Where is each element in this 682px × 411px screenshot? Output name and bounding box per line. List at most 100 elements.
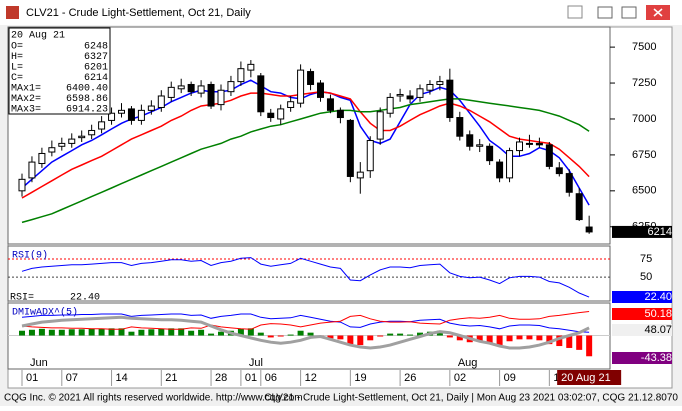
candle-body (227, 81, 235, 93)
close-icon (653, 8, 663, 17)
status-right: CLV21 - Crude Light-Settlement, Oct 21, … (264, 393, 678, 404)
histogram-bar (377, 335, 384, 337)
candle-body (157, 95, 165, 108)
candle-body (167, 86, 175, 98)
candle-body (108, 112, 116, 121)
rsi-pane (7, 245, 611, 302)
info-value: 6214 (84, 73, 108, 84)
candle-body (436, 81, 444, 85)
candle-body (58, 142, 66, 147)
status-left: CQG Inc. © 2021 All rights reserved worl… (4, 393, 303, 404)
histogram-bar (138, 329, 145, 336)
candle-body (466, 134, 474, 147)
histogram-bar (218, 331, 224, 336)
histogram-bar (496, 335, 503, 346)
candle-body (426, 83, 434, 91)
candle-body (297, 69, 305, 104)
tool-button[interactable] (567, 5, 583, 19)
candle-body (535, 142, 543, 146)
histogram-bar (367, 335, 374, 341)
candle-body (545, 144, 553, 167)
candle-body (585, 226, 593, 233)
di-line (21, 313, 590, 333)
candle-body (207, 83, 215, 107)
y-tick-label: 75 (640, 253, 652, 265)
minimize-button[interactable] (597, 6, 613, 19)
moving-average-line (21, 79, 590, 206)
app-icon (6, 6, 19, 19)
candle-body (336, 109, 344, 119)
last-price-box (612, 225, 672, 238)
histogram-bar (148, 329, 155, 336)
histogram-bar (576, 335, 583, 350)
candle-body (78, 135, 86, 139)
window-title: CLV21 - Crude Light-Settlement, Oct 21, … (26, 7, 251, 19)
histogram-bar (486, 335, 493, 344)
histogram-bar (68, 329, 75, 336)
maximize-button[interactable] (621, 6, 637, 19)
candle-body (565, 173, 573, 193)
candle-body (326, 98, 334, 111)
histogram-bar (397, 333, 404, 336)
x-tick-label: 26 (404, 372, 416, 384)
moving-average-line (21, 90, 590, 199)
info-label: C= (11, 73, 23, 84)
candle-body (48, 147, 56, 153)
histogram-bar (566, 335, 573, 348)
candle-body (506, 150, 514, 179)
x-tick-label: 06 (265, 372, 277, 384)
histogram-bar (536, 335, 543, 341)
x-tick-label: 28 (215, 372, 227, 384)
price-pane (7, 26, 611, 245)
histogram-bar (19, 330, 25, 336)
y-tick-label: 6750 (632, 149, 656, 161)
readout-value: 22.40 (70, 293, 100, 304)
candle-body (555, 167, 563, 175)
x-tick-label: 01 (245, 372, 257, 384)
histogram-bar (516, 335, 523, 340)
candle-body (366, 140, 374, 172)
info-label: L= (11, 63, 23, 74)
histogram-bar (58, 329, 65, 336)
pane-title: DMIwADX^(5) (12, 307, 78, 319)
x-tick-label: 02 (454, 372, 466, 384)
x-tick-label: 14 (116, 372, 128, 384)
histogram-bar (357, 335, 364, 346)
histogram-bar (417, 332, 423, 336)
info-value: 6201 (84, 63, 108, 74)
histogram-bar (287, 334, 294, 336)
info-value: 6248 (84, 42, 108, 53)
histogram-bar (108, 328, 115, 336)
y-tick-label: 7500 (632, 41, 656, 53)
candle-body (575, 193, 583, 221)
readout-box (612, 352, 672, 364)
pane-title: RSI(9) (12, 250, 48, 262)
histogram-bar (98, 328, 105, 336)
candle-body (317, 82, 324, 98)
moving-average-line (21, 98, 590, 224)
histogram-bar (208, 333, 215, 336)
histogram-bar (446, 335, 453, 338)
histogram-bar (38, 328, 45, 336)
histogram-bar (28, 329, 35, 336)
histogram-bar (178, 328, 185, 336)
histogram-bar (128, 331, 135, 336)
chart-area (7, 26, 673, 389)
candle-body (446, 79, 454, 119)
x-tick-label: 01 (26, 372, 38, 384)
candle-body (525, 142, 533, 145)
candle-body (496, 161, 504, 179)
info-label: MAx3= (11, 105, 41, 116)
info-value: 6327 (84, 52, 108, 63)
candle-body (416, 88, 424, 98)
candle-body (257, 75, 265, 113)
adx-line (21, 315, 590, 350)
histogram-bar (407, 334, 414, 336)
histogram-bar (347, 335, 354, 345)
candle-body (396, 94, 404, 97)
x-tick-label: 12 (305, 372, 317, 384)
y-tick-label: 50 (640, 271, 652, 283)
candle-body (88, 129, 96, 136)
histogram-bar (48, 329, 55, 336)
